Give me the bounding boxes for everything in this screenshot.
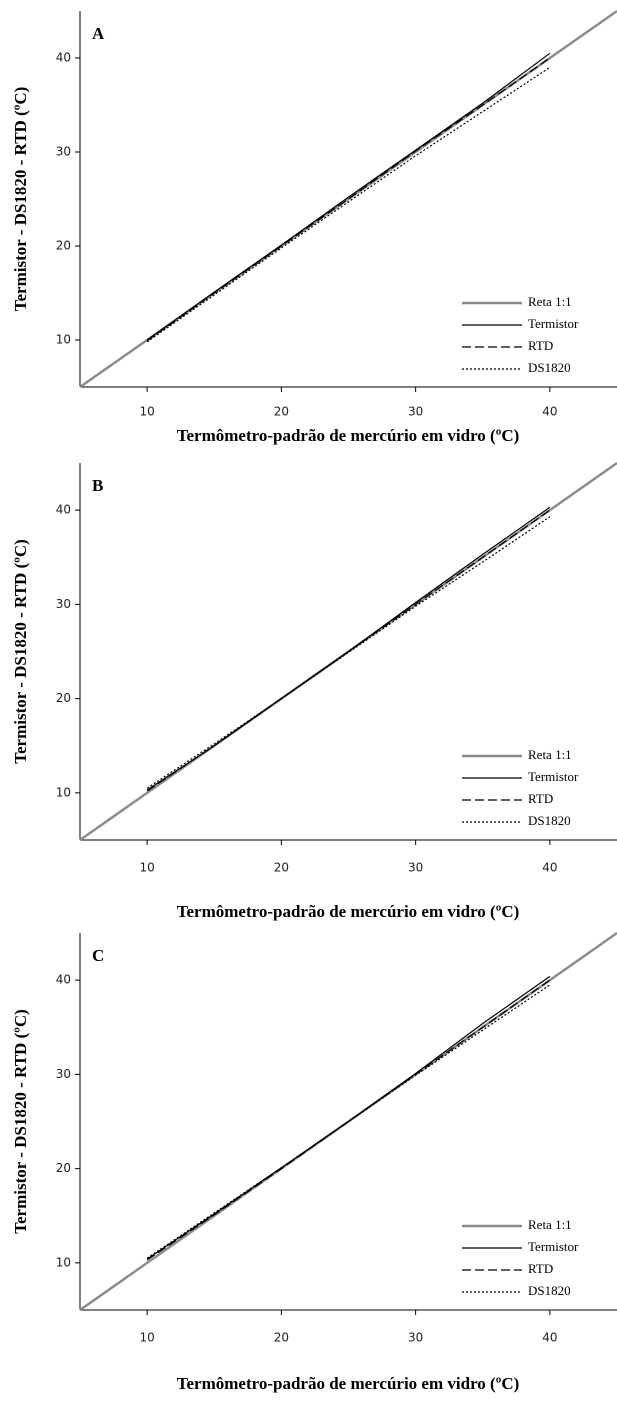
x-tick-label: 10 bbox=[139, 405, 154, 419]
x-tick-label: 10 bbox=[139, 861, 154, 875]
panel: 10 20 30 40 10 20 30 40 Termômetro-padrão de mer… bbox=[11, 461, 617, 921]
y-tick-label: 20 bbox=[56, 691, 71, 705]
panel-label: C bbox=[92, 946, 104, 965]
series-line bbox=[146, 66, 551, 343]
y-tick-label: 20 bbox=[56, 239, 71, 253]
series-line bbox=[146, 979, 551, 1261]
x-tick-label: 40 bbox=[542, 1331, 557, 1345]
y-tick-label: 30 bbox=[56, 145, 71, 159]
legend-label: Termistor bbox=[528, 769, 579, 784]
y-tick-label: 40 bbox=[56, 51, 71, 65]
series-line bbox=[146, 57, 551, 342]
x-tick-label: 30 bbox=[408, 405, 423, 419]
x-tick-label: 30 bbox=[408, 861, 423, 875]
legend-label: Reta 1:1 bbox=[528, 294, 572, 309]
x-axis-title: Termômetro-padrão de mercúrio em vidro (… bbox=[177, 902, 520, 921]
y-tick-label: 40 bbox=[56, 973, 71, 987]
panel-label: A bbox=[92, 24, 105, 43]
legend-label: Reta 1:1 bbox=[528, 1217, 572, 1232]
legend-label: Reta 1:1 bbox=[528, 747, 572, 762]
legend-label: RTD bbox=[528, 338, 553, 353]
legend-label: DS1820 bbox=[528, 813, 571, 828]
series-line bbox=[146, 975, 551, 1260]
series-line bbox=[146, 516, 551, 789]
panel: 10 20 30 40 10 20 30 40 Termômetro-padrão de mer… bbox=[11, 9, 617, 445]
series-line bbox=[146, 52, 551, 341]
y-tick-label: 20 bbox=[56, 1161, 71, 1175]
y-axis-title: Termistor - DS1820 - RTD (ºC) bbox=[11, 87, 30, 312]
legend-label: DS1820 bbox=[528, 1283, 571, 1298]
y-tick-label: 30 bbox=[56, 597, 71, 611]
legend-label: RTD bbox=[528, 791, 553, 806]
y-tick-label: 10 bbox=[56, 785, 71, 799]
x-tick-label: 20 bbox=[274, 405, 289, 419]
y-tick-label: 40 bbox=[56, 503, 71, 517]
y-tick-label: 10 bbox=[56, 1255, 71, 1269]
y-tick-label: 30 bbox=[56, 1067, 71, 1081]
x-tick-label: 10 bbox=[139, 1331, 154, 1345]
series-line bbox=[146, 984, 551, 1259]
x-tick-label: 20 bbox=[274, 861, 289, 875]
y-tick-label: 10 bbox=[56, 333, 71, 347]
legend-label: Termistor bbox=[528, 316, 579, 331]
x-tick-label: 40 bbox=[542, 861, 557, 875]
y-axis-title: Termistor - DS1820 - RTD (ºC) bbox=[11, 539, 30, 764]
x-axis-title: Termômetro-padrão de mercúrio em vidro (… bbox=[177, 1374, 520, 1393]
panel-label: B bbox=[92, 476, 103, 495]
y-axis-title: Termistor - DS1820 - RTD (ºC) bbox=[11, 1009, 30, 1234]
x-axis-title: Termômetro-padrão de mercúrio em vidro (… bbox=[177, 426, 520, 445]
series-line bbox=[146, 509, 551, 792]
x-tick-label: 20 bbox=[274, 1331, 289, 1345]
panel: 10 20 30 40 10 20 30 40 Termômetro-padrão de mer… bbox=[11, 931, 617, 1393]
legend-label: DS1820 bbox=[528, 360, 571, 375]
legend-label: RTD bbox=[528, 1261, 553, 1276]
x-tick-label: 30 bbox=[408, 1331, 423, 1345]
x-tick-label: 40 bbox=[542, 405, 557, 419]
legend-label: Termistor bbox=[528, 1239, 579, 1254]
